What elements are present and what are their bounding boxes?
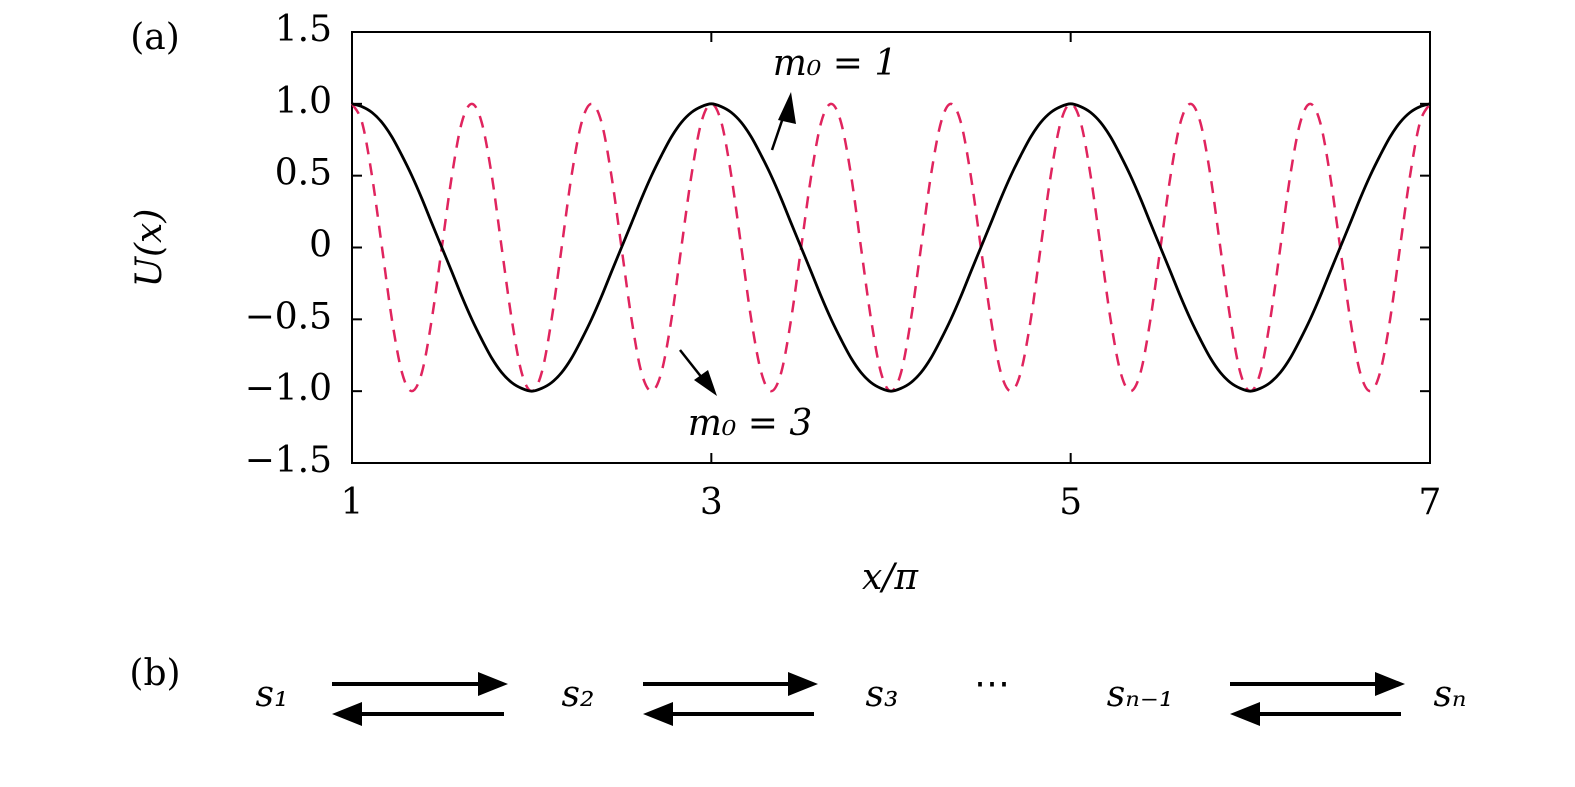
arrow-head [1375, 672, 1405, 696]
y-tick-label: 1.5 [275, 9, 332, 50]
y-tick-label: −1.5 [245, 440, 332, 481]
annotation: m₀ = 1 [773, 43, 898, 84]
annotation: m₀ = 3 [688, 403, 813, 444]
y-tick-label: 0 [309, 225, 332, 266]
x-axis-label: x/π [862, 557, 919, 598]
arrow-head [1230, 702, 1260, 726]
y-tick-label: −0.5 [245, 296, 332, 337]
arrow-head [788, 672, 818, 696]
x-tick-label: 3 [700, 482, 723, 523]
y-tick-label: 0.5 [275, 153, 332, 194]
arrow-head [694, 370, 717, 396]
state: s₂ [562, 674, 595, 715]
x-tick-label: 1 [341, 482, 364, 523]
arrow-head [778, 92, 796, 124]
y-tick-label: 1.0 [275, 81, 332, 122]
line-series [350, 102, 1432, 393]
panel-label: (a) [130, 17, 180, 58]
panel-label: (b) [129, 653, 180, 694]
x-tick-label: 5 [1059, 482, 1082, 523]
y-axis-label: U(x) [129, 209, 170, 288]
line-series [351, 102, 1431, 393]
ellipsis: ⋯ [974, 663, 1010, 704]
state: s₁ [256, 674, 289, 715]
arrow-head [332, 702, 362, 726]
arrow-head [643, 702, 673, 726]
y-tick-label: −1.0 [245, 368, 332, 409]
plot-frame [351, 31, 1431, 464]
reaction-scheme: s₁ s₂ s₃ ⋯ sₙ₋₁ sₙ [256, 663, 1467, 726]
state: sₙ [1433, 674, 1466, 715]
state: sₙ₋₁ [1107, 674, 1174, 715]
x-tick-label: 7 [1419, 482, 1442, 523]
arrow-head [478, 672, 508, 696]
state: s₃ [866, 674, 899, 715]
